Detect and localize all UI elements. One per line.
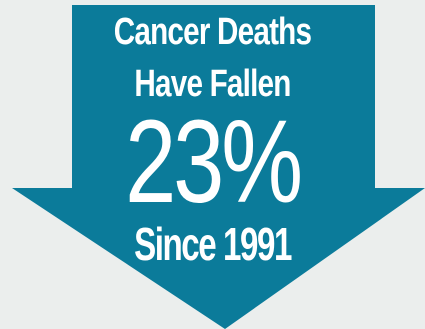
headline-line-1: Cancer Deaths xyxy=(113,11,312,53)
percent-value: 23% xyxy=(125,96,303,228)
down-arrow-shape xyxy=(12,5,425,329)
headline-line-2: Have Fallen xyxy=(134,63,291,105)
since-year: Since 1991 xyxy=(134,218,292,270)
